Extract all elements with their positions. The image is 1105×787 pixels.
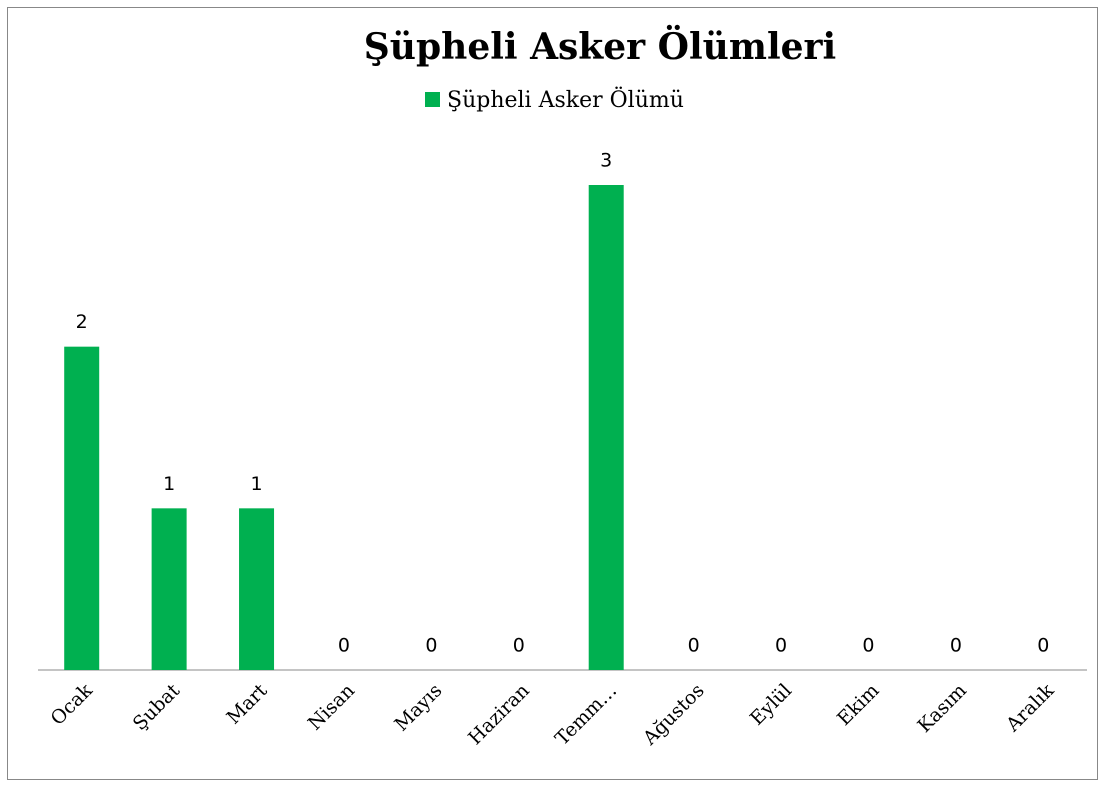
data-label: 3 bbox=[600, 150, 612, 172]
legend-label: Şüpheli Asker Ölümü bbox=[447, 86, 684, 113]
bar bbox=[239, 508, 275, 670]
data-label: 2 bbox=[76, 311, 88, 333]
data-label: 0 bbox=[425, 635, 437, 657]
bar bbox=[588, 185, 624, 670]
legend-swatch bbox=[425, 92, 440, 107]
data-label: 0 bbox=[775, 635, 787, 657]
data-label: 0 bbox=[688, 635, 700, 657]
bar bbox=[151, 508, 187, 670]
bar bbox=[64, 346, 100, 670]
data-label: 0 bbox=[513, 635, 525, 657]
data-label: 0 bbox=[862, 635, 874, 657]
data-label: 0 bbox=[338, 635, 350, 657]
data-label: 1 bbox=[250, 473, 262, 495]
data-label: 1 bbox=[163, 473, 175, 495]
data-label: 0 bbox=[1037, 635, 1049, 657]
chart-frame bbox=[7, 7, 1098, 780]
data-label: 0 bbox=[950, 635, 962, 657]
chart-title: Şüpheli Asker Ölümleri bbox=[364, 25, 836, 68]
